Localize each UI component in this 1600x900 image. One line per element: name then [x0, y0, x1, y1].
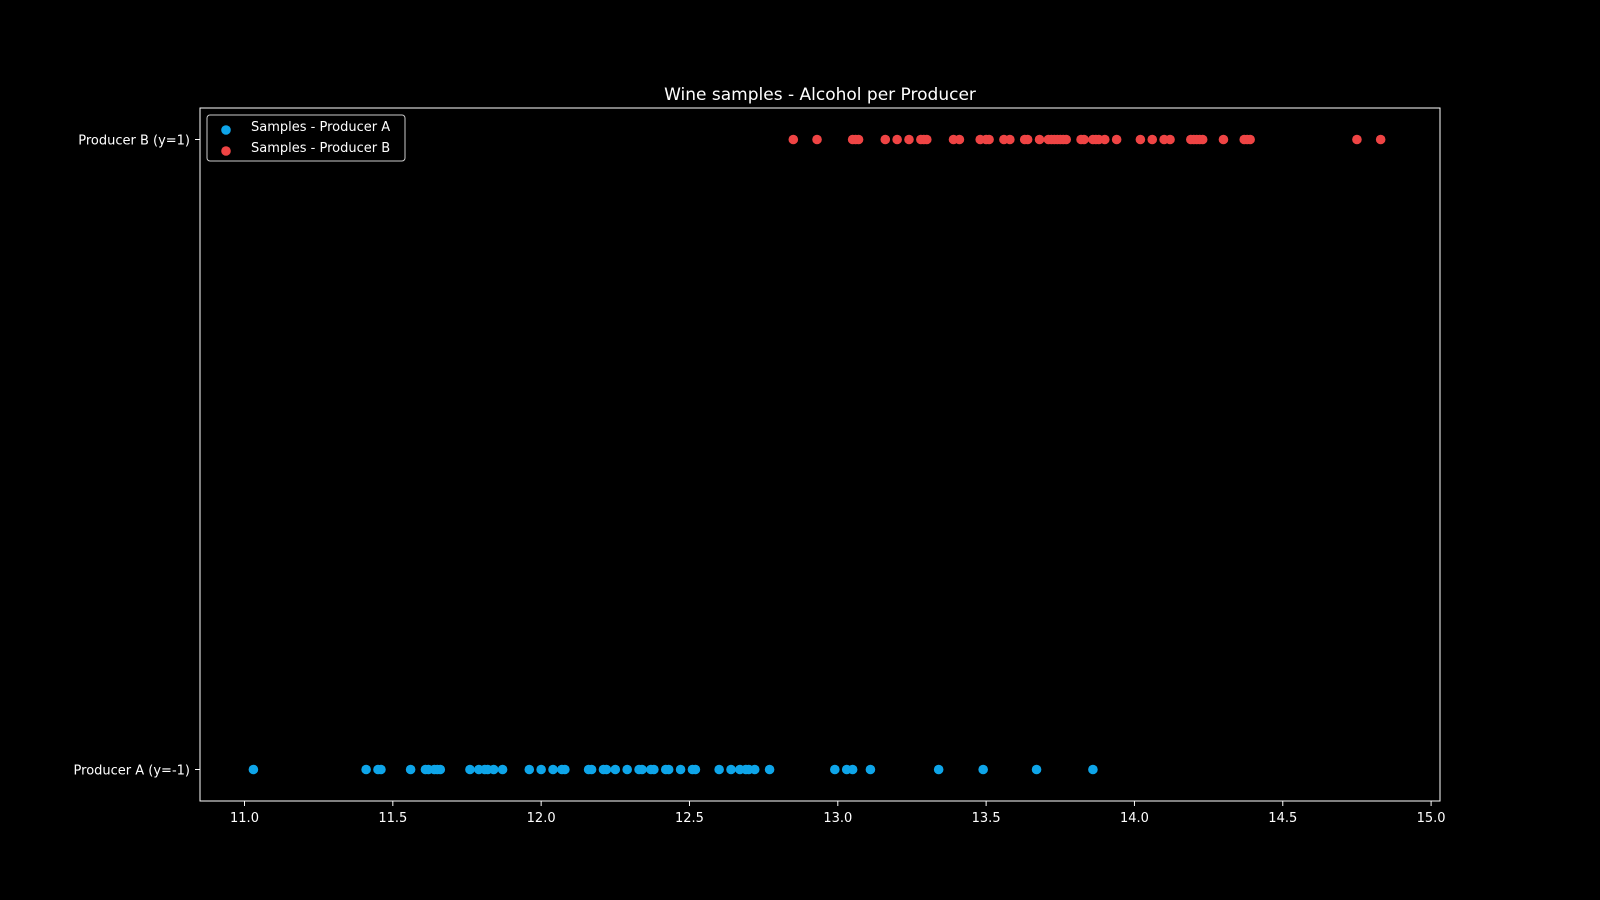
- data-point: [548, 764, 558, 775]
- data-point: [1218, 134, 1229, 145]
- data-point: [726, 764, 736, 775]
- plot-frame: [199, 107, 1441, 802]
- data-point: [847, 764, 858, 775]
- data-point: [865, 764, 876, 775]
- legend: Samples - Producer A Samples - Producer B: [206, 114, 406, 162]
- data-point: [1005, 134, 1015, 145]
- x-tick-label: 14.5: [1268, 811, 1297, 826]
- chart-title: Wine samples - Alcohol per Producer: [664, 85, 976, 105]
- legend-marker: [221, 125, 231, 135]
- x-tick-label: 15.0: [1417, 811, 1446, 826]
- data-point: [690, 764, 701, 775]
- data-point: [830, 764, 840, 775]
- data-point: [880, 134, 891, 145]
- data-point: [1147, 134, 1158, 145]
- x-tick-label: 13.0: [823, 811, 852, 826]
- data-point: [376, 764, 386, 775]
- x-tick-label: 12.5: [675, 811, 704, 826]
- data-point: [921, 134, 932, 145]
- data-point: [610, 764, 621, 775]
- y-tick-label: Producer A (y=-1): [74, 764, 190, 779]
- legend-marker: [221, 146, 231, 156]
- data-point: [497, 764, 508, 775]
- legend-label: Samples - Producer B: [251, 141, 390, 156]
- y-tick-label: Producer B (y=1): [78, 134, 190, 149]
- data-point: [812, 134, 822, 145]
- x-tick-label: 12.0: [527, 811, 556, 826]
- legend-label: Samples - Producer A: [251, 120, 390, 135]
- x-tick-label: 11.5: [378, 811, 407, 826]
- data-point: [1061, 134, 1072, 145]
- data-point: [1111, 134, 1122, 145]
- data-point: [465, 764, 475, 775]
- data-point: [1031, 764, 1042, 775]
- data-point: [714, 764, 724, 775]
- x-tick-label: 13.5: [972, 811, 1001, 826]
- data-point: [1245, 134, 1255, 145]
- data-point: [536, 764, 546, 775]
- data-point: [649, 764, 659, 775]
- data-point: [1197, 134, 1208, 145]
- data-point: [637, 764, 647, 775]
- x-tick-label: 11.0: [230, 811, 259, 826]
- data-point: [1352, 134, 1362, 145]
- data-point: [560, 764, 570, 775]
- data-point: [1135, 134, 1146, 145]
- data-point: [1022, 134, 1033, 145]
- series-producer-a: [248, 764, 1098, 775]
- data-point: [435, 764, 446, 775]
- data-point: [749, 764, 760, 775]
- data-point: [1088, 764, 1098, 775]
- data-point: [524, 764, 535, 775]
- series-producer-b: [788, 134, 1386, 145]
- x-tick-label: 14.0: [1120, 811, 1149, 826]
- data-point: [1034, 134, 1045, 145]
- data-point: [361, 764, 371, 775]
- data-point: [764, 764, 775, 775]
- data-point: [892, 134, 902, 145]
- data-point: [984, 134, 994, 145]
- data-point: [663, 764, 674, 775]
- data-point: [904, 134, 914, 145]
- data-point: [1099, 134, 1110, 145]
- data-point: [586, 764, 597, 775]
- data-point: [488, 764, 499, 775]
- data-point: [978, 764, 988, 775]
- data-point: [1375, 134, 1386, 145]
- data-point: [675, 764, 686, 775]
- plot-area: 11.0 11.5 12.0 12.5 13.0 13.5 14.0 14.5 15.0 Prod…: [74, 107, 1446, 826]
- data-point: [1079, 134, 1089, 145]
- data-point: [788, 134, 799, 145]
- data-point: [933, 764, 944, 775]
- data-point: [853, 134, 864, 145]
- data-point: [405, 764, 416, 775]
- data-point: [601, 764, 612, 775]
- data-point: [1165, 134, 1175, 145]
- data-point: [622, 764, 632, 775]
- data-point: [248, 764, 259, 775]
- legend-box: [206, 114, 406, 162]
- data-point: [954, 134, 965, 145]
